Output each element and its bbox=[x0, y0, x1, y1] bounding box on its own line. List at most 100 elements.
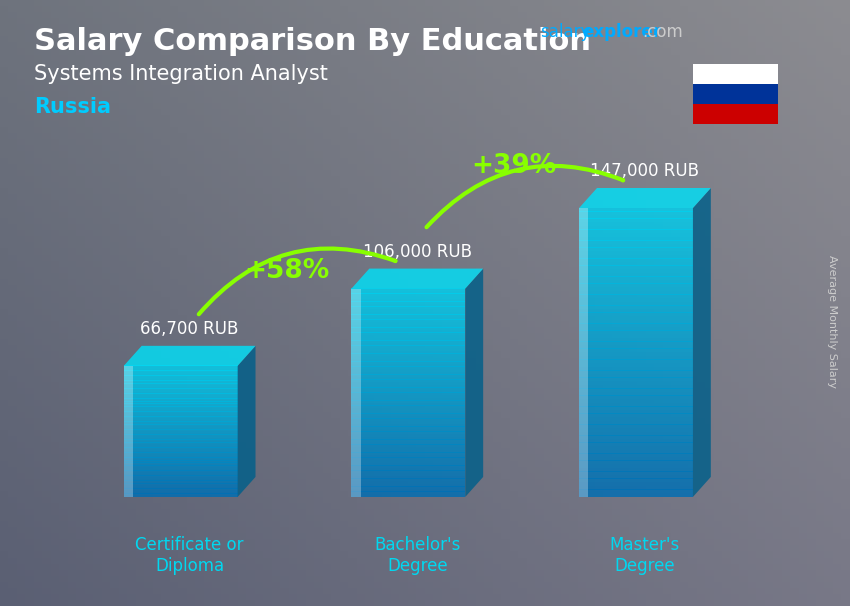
Bar bbox=[124, 390, 238, 392]
Bar bbox=[351, 416, 465, 419]
Bar bbox=[351, 307, 465, 310]
Bar bbox=[124, 477, 238, 479]
Bar bbox=[124, 456, 238, 458]
Bar bbox=[124, 435, 238, 436]
Bar bbox=[579, 464, 693, 468]
Bar bbox=[351, 351, 465, 354]
Bar bbox=[351, 486, 465, 489]
Bar bbox=[124, 372, 238, 374]
Text: .com: .com bbox=[642, 23, 683, 41]
Bar bbox=[124, 467, 238, 469]
Bar bbox=[124, 473, 238, 476]
Bar bbox=[579, 381, 693, 385]
Bar bbox=[124, 421, 238, 423]
Bar bbox=[351, 348, 465, 351]
Bar bbox=[579, 374, 693, 378]
Text: Average Monthly Salary: Average Monthly Salary bbox=[827, 255, 837, 388]
Bar bbox=[124, 493, 238, 495]
Bar bbox=[351, 465, 465, 468]
Bar bbox=[124, 441, 238, 443]
Bar bbox=[124, 454, 238, 456]
Bar bbox=[579, 316, 693, 320]
Bar bbox=[124, 366, 133, 497]
Bar bbox=[579, 265, 693, 270]
Bar bbox=[351, 304, 465, 307]
Bar bbox=[124, 464, 238, 466]
Bar bbox=[579, 493, 693, 497]
Bar bbox=[124, 374, 238, 376]
Bar bbox=[351, 488, 465, 491]
Bar bbox=[351, 491, 465, 494]
Bar bbox=[579, 323, 693, 327]
Bar bbox=[579, 417, 693, 421]
Polygon shape bbox=[693, 188, 711, 497]
Bar bbox=[351, 494, 465, 497]
Bar bbox=[124, 411, 238, 413]
Bar bbox=[579, 431, 693, 436]
Bar bbox=[351, 374, 465, 377]
Bar bbox=[579, 338, 693, 342]
Bar bbox=[579, 370, 693, 374]
Bar bbox=[579, 222, 693, 226]
Bar bbox=[124, 485, 238, 487]
Bar bbox=[579, 392, 693, 396]
Bar bbox=[579, 348, 693, 353]
Bar bbox=[579, 287, 693, 291]
Bar bbox=[124, 391, 238, 394]
Bar bbox=[351, 424, 465, 427]
Bar bbox=[351, 296, 465, 299]
Bar bbox=[124, 385, 238, 387]
Bar bbox=[351, 431, 465, 435]
Bar bbox=[351, 434, 465, 437]
Bar bbox=[351, 442, 465, 445]
Bar bbox=[351, 319, 465, 322]
Polygon shape bbox=[579, 188, 711, 208]
Bar bbox=[351, 385, 465, 388]
Bar bbox=[351, 327, 465, 330]
Polygon shape bbox=[124, 346, 256, 366]
Bar bbox=[579, 468, 693, 471]
Bar bbox=[124, 426, 238, 428]
Bar bbox=[579, 247, 693, 251]
Bar bbox=[579, 236, 693, 241]
Polygon shape bbox=[238, 346, 256, 497]
Bar bbox=[351, 301, 465, 304]
Bar bbox=[579, 319, 693, 324]
Bar bbox=[579, 208, 588, 497]
Bar bbox=[351, 325, 465, 328]
Bar bbox=[124, 379, 238, 381]
Bar bbox=[124, 395, 238, 397]
Bar bbox=[579, 280, 693, 284]
Bar bbox=[579, 485, 693, 490]
Bar bbox=[579, 471, 693, 475]
Text: Bachelor's
Degree: Bachelor's Degree bbox=[374, 536, 461, 575]
Bar bbox=[351, 311, 465, 315]
Bar bbox=[124, 370, 238, 372]
Bar bbox=[124, 403, 238, 405]
Bar bbox=[351, 382, 465, 385]
Bar bbox=[351, 408, 465, 411]
Bar bbox=[579, 363, 693, 367]
Bar bbox=[579, 385, 693, 388]
Bar bbox=[579, 312, 693, 316]
Bar bbox=[124, 418, 238, 420]
Bar bbox=[579, 308, 693, 313]
Bar bbox=[351, 288, 465, 291]
Bar bbox=[124, 433, 238, 435]
Bar bbox=[351, 291, 465, 294]
Bar bbox=[579, 413, 693, 418]
Bar bbox=[351, 468, 465, 471]
Bar bbox=[351, 452, 465, 455]
Bar bbox=[124, 488, 238, 490]
Bar bbox=[351, 371, 465, 375]
Bar bbox=[351, 369, 465, 372]
Bar bbox=[579, 410, 693, 414]
Bar bbox=[351, 484, 465, 487]
Bar bbox=[351, 330, 465, 333]
Bar bbox=[351, 421, 465, 424]
Bar bbox=[579, 450, 693, 453]
Bar bbox=[124, 423, 238, 425]
Bar bbox=[579, 399, 693, 403]
Bar bbox=[124, 468, 238, 471]
Bar bbox=[351, 476, 465, 479]
